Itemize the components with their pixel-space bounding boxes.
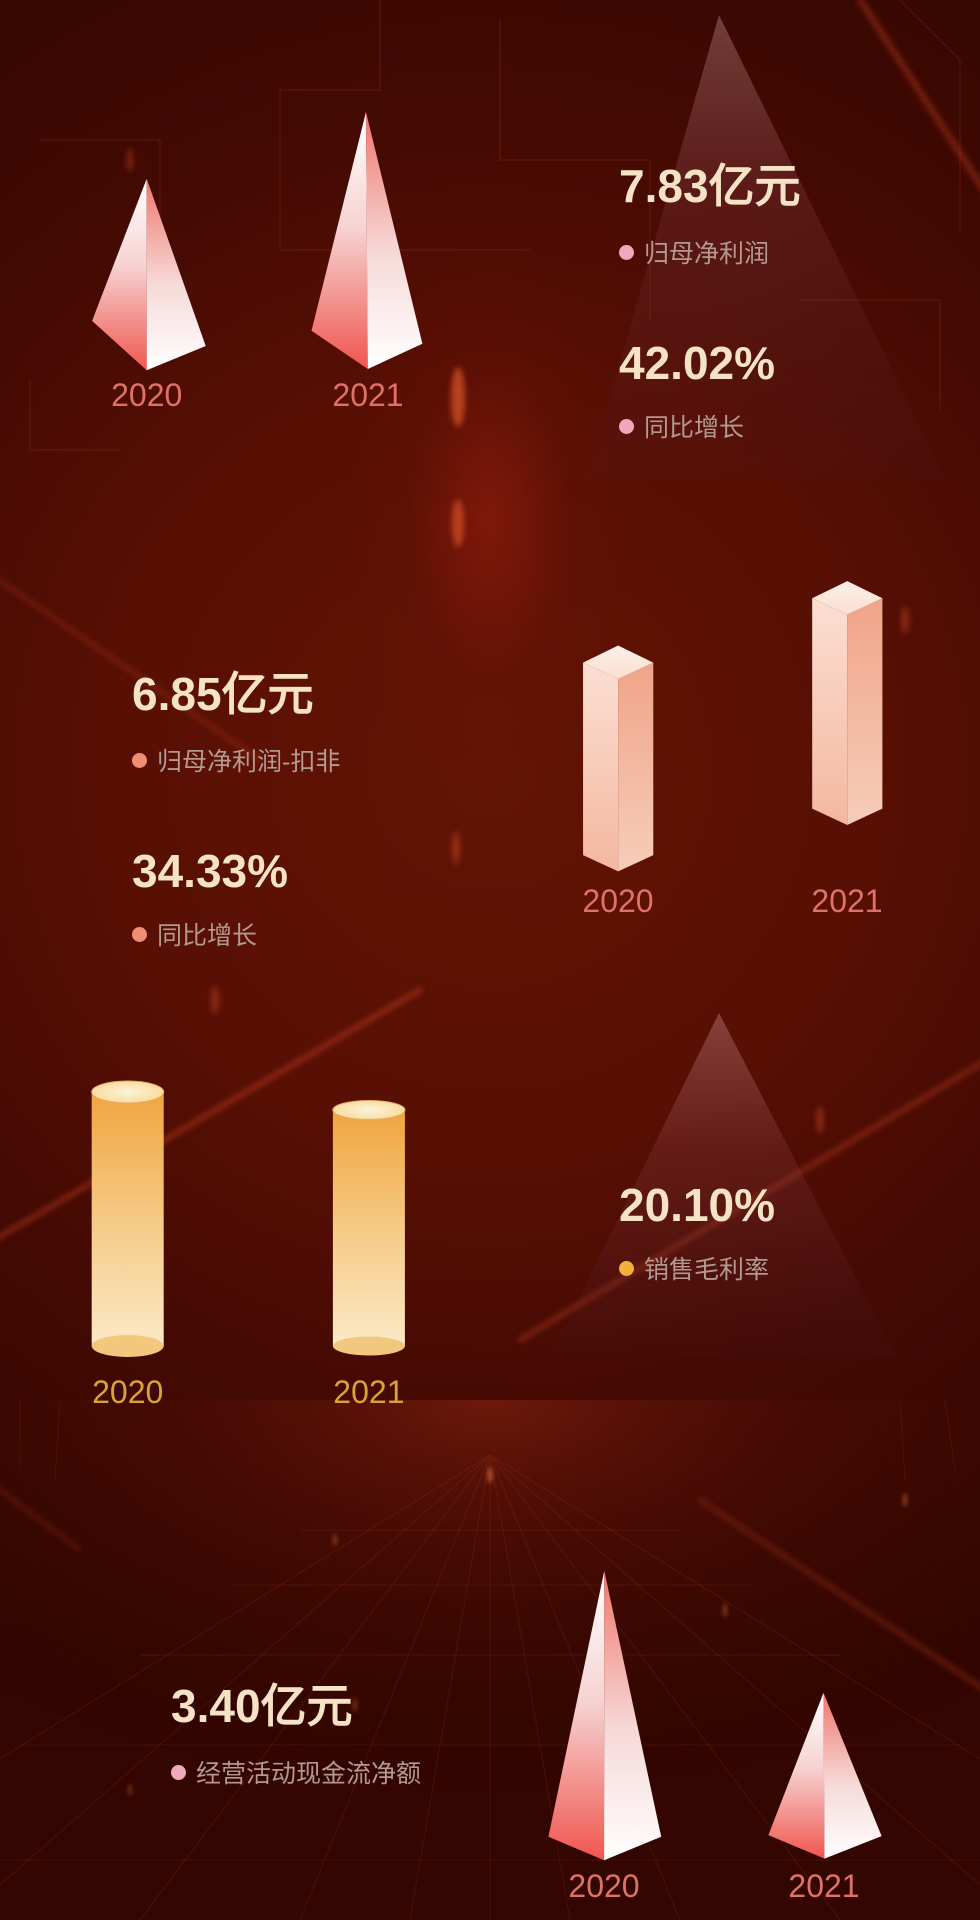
svg-text:2021: 2021 <box>788 1868 859 1904</box>
svg-text:2020: 2020 <box>568 1868 639 1904</box>
